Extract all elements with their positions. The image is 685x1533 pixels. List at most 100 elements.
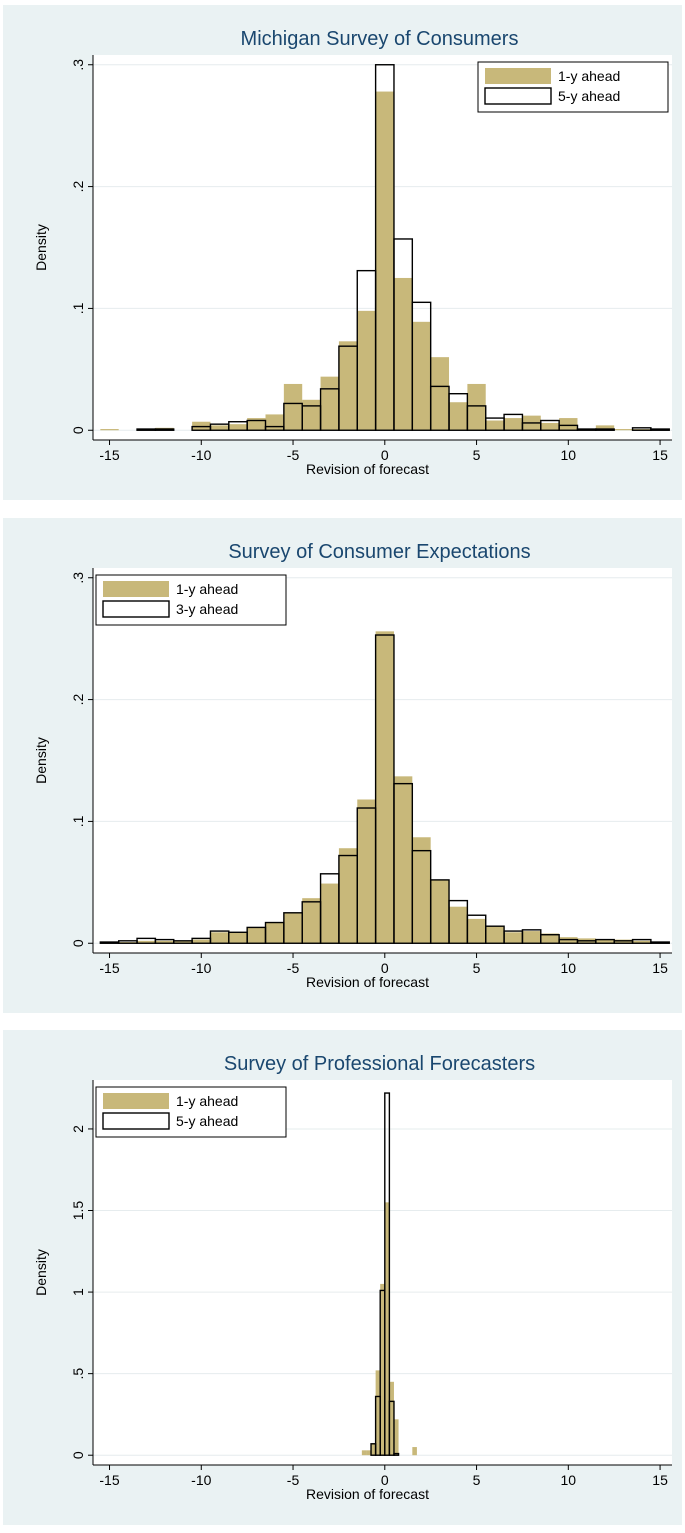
x-tick-label: 5 [473,1472,481,1488]
histogram-bar [467,918,486,944]
histogram-bar [228,424,248,431]
y-axis-label: Density [33,1249,49,1296]
legend-swatch [485,68,551,84]
legend-swatch [102,1112,170,1130]
histogram-bar [558,424,579,431]
legend-swatch [484,87,552,105]
histogram-bar [338,848,358,944]
histogram-bar [412,837,431,944]
y-axis-label: Density [33,224,49,271]
chart-title: Michigan Survey of Consumers [241,28,519,50]
x-tick-label: 10 [561,1472,577,1488]
histogram-bar [357,310,376,431]
histogram-bar [412,321,431,431]
histogram-bar [228,932,248,944]
legend-label: 3-y ahead [176,601,238,617]
histogram-bar [361,1450,367,1456]
histogram-bar [247,927,266,944]
legend-swatch [102,600,170,618]
histogram-bar [375,1370,381,1456]
chart-panel: Survey of Professional Forecasters 0 .5 1 1.… [3,1030,682,1525]
x-tick-label: 10 [561,447,577,463]
histogram-bar [366,1450,372,1456]
x-tick-label: -5 [287,447,300,463]
histogram-bar [614,429,633,431]
histogram-bar [357,799,376,944]
histogram-bar [154,428,175,431]
x-tick-label: 15 [652,960,668,976]
histogram-bar [375,91,394,431]
histogram-bar [137,940,156,944]
x-tick-label: 15 [652,1472,668,1488]
histogram-bar [246,419,267,431]
x-tick-label: -5 [287,960,300,976]
histogram-bar [504,418,523,431]
y-tick-label: .3 [70,572,86,584]
y-tick-label: 1 [70,1288,86,1296]
histogram-bar [504,932,523,944]
histogram-bar [430,879,450,944]
y-tick-label: .5 [70,1368,86,1380]
histogram-bar [393,776,413,944]
histogram-bar [485,420,505,431]
histogram-bar [155,940,174,944]
y-tick-label: 0 [70,939,86,947]
legend-label: 5-y ahead [176,1113,238,1129]
histogram-bar [389,1381,394,1456]
y-tick-label: .1 [70,302,86,314]
x-tick-label: -10 [191,1472,211,1488]
histogram-bar [430,357,450,431]
histogram-bar [210,425,229,431]
histogram-bar [485,926,505,944]
histogram-bar [559,418,578,431]
histogram-bar [265,922,284,944]
y-tick-label: 2 [70,1125,86,1133]
chart-panel: Survey of Consumer Expectations 0 .1 .2 .3 -1… [3,518,682,1013]
histogram-bar [393,1419,399,1456]
histogram-bar [650,941,670,944]
histogram-bar [302,898,321,944]
legend-swatch [103,581,169,597]
histogram-bar [650,428,670,431]
histogram-bar [595,939,615,944]
histogram-bar [412,1447,417,1456]
histogram-bar [449,906,468,944]
histogram-bar [302,399,321,431]
x-tick-label: 0 [381,1472,389,1488]
histogram-bar [540,422,560,431]
x-tick-label: -5 [287,1472,300,1488]
histogram-bar [210,932,229,944]
histogram-bar [467,383,486,431]
histogram-bar [393,277,413,431]
histogram-bar [173,940,193,944]
y-tick-label: 1.5 [70,1201,86,1221]
legend-swatch [103,1093,169,1109]
x-tick-label: -15 [99,447,119,463]
x-tick-label: 15 [652,447,668,463]
histogram-bar [338,341,358,431]
histogram-bar [192,939,211,944]
y-tick-label: .1 [70,815,86,827]
chart-title: Survey of Professional Forecasters [224,1053,535,1075]
y-tick-label: 0 [70,426,86,434]
histogram-bar [99,941,120,944]
histogram-bar [265,414,284,431]
y-tick-label: .2 [70,694,86,706]
histogram-bar [411,301,432,431]
histogram-bar [393,1452,400,1456]
x-axis-label: Revision of forecast [306,974,429,990]
histogram-bar [136,428,157,431]
histogram-bar [320,376,339,431]
x-tick-label: 0 [381,447,389,463]
histogram-bar [283,383,303,431]
histogram-bar [375,631,394,944]
x-tick-label: -15 [99,1472,119,1488]
chart-panel: Michigan Survey of Consumers 0 .1 .2 .3 -15 -1… [3,5,682,500]
x-axis-label: Revision of forecast [306,461,429,477]
x-tick-label: 10 [561,960,577,976]
histogram-bar [380,1283,385,1456]
histogram-bar [388,1400,395,1456]
histogram-bar [540,933,560,944]
histogram-bar [283,912,303,944]
